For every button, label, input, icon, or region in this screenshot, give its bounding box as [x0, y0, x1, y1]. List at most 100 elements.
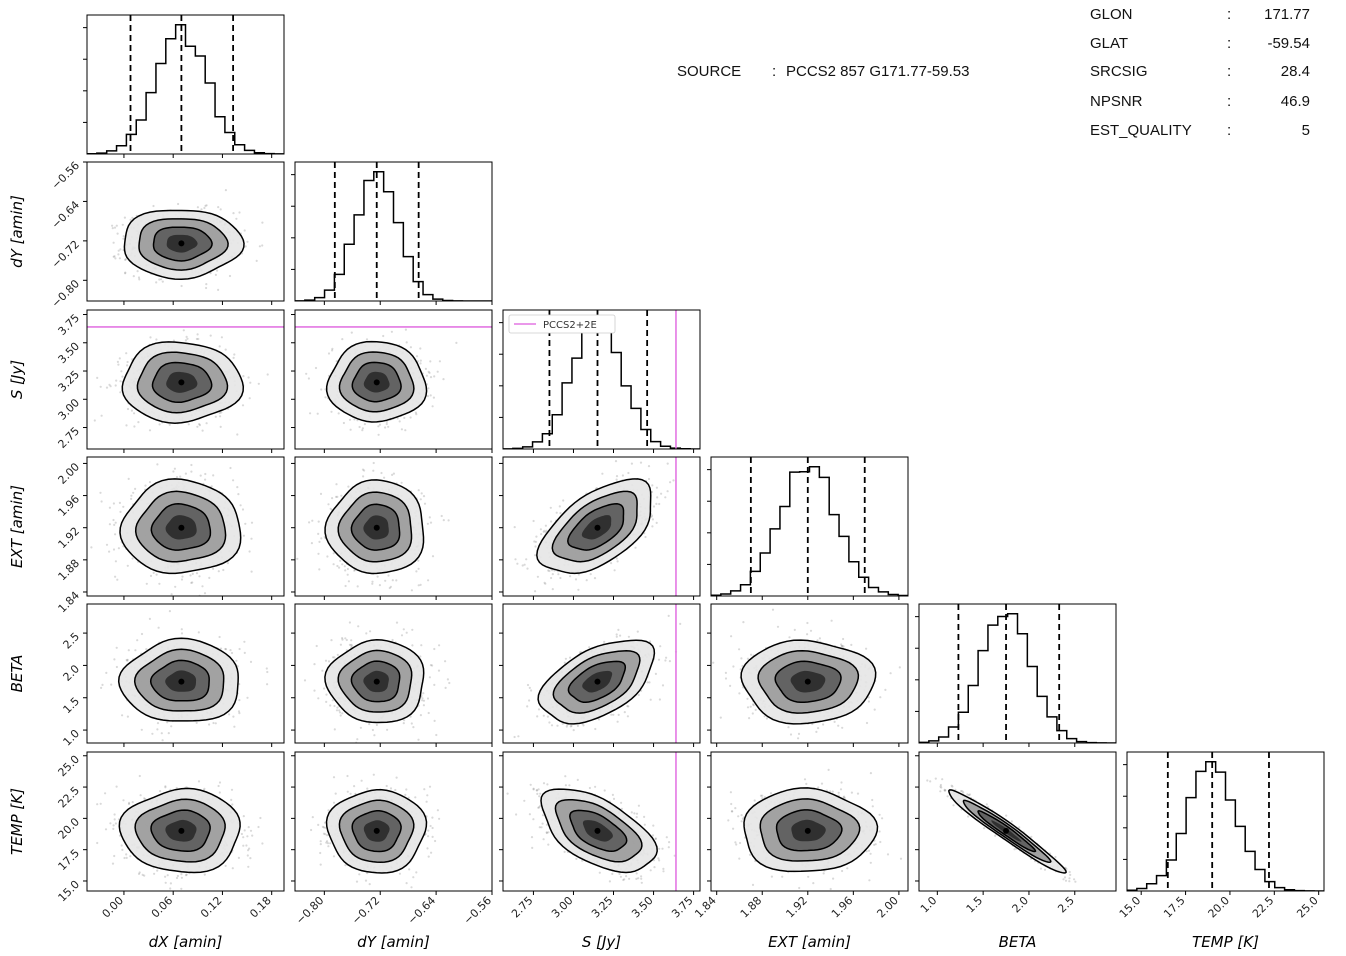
- panel-s-vs-s: PCCS2+2E: [499, 309, 701, 453]
- panel-frame: [502, 603, 701, 744]
- panel-ext-vs-dy: [291, 456, 493, 600]
- density-peak: [178, 678, 185, 685]
- x-tick-label-s: 3.00: [549, 894, 576, 921]
- legend-label: PCCS2+2E: [543, 320, 597, 331]
- panel-frame: [710, 751, 909, 892]
- contour-1-ext-vs-s: [567, 503, 625, 551]
- panel-frame: [502, 309, 701, 450]
- panel-dx-vs-dx: [83, 14, 285, 158]
- panel-frame: [294, 456, 493, 597]
- x-axis-label-ext: EXT [amin]: [768, 933, 851, 951]
- info-value-srcsig: 28.4: [1280, 63, 1310, 80]
- contour-1-ext-vs-dy: [350, 503, 401, 551]
- panel-temp-vs-temp: 15.0 17.5 20.0 22.5 25.0 TEMP [K]: [1117, 751, 1325, 951]
- x-tick-label-beta: 2.0: [1010, 894, 1032, 916]
- contour-3-ext-vs-dy: [324, 479, 425, 575]
- density-peak: [178, 379, 185, 386]
- contour-3-temp-vs-dx: [118, 787, 241, 874]
- panel-temp-vs-s: 2.75 3.00 3.25 3.50 3.75 S [Jy]: [499, 751, 701, 951]
- x-tick-label-ext: 1.92: [783, 894, 810, 921]
- y-tick-label-beta: 1.0: [61, 727, 83, 749]
- panel-beta-vs-s: [499, 603, 701, 747]
- density-peak: [594, 678, 601, 685]
- panel-frame: [1126, 751, 1325, 892]
- panel-frame: [86, 161, 285, 302]
- contour-2-s-vs-dy: [338, 351, 415, 413]
- contour-3-dy-vs-dx: [123, 209, 245, 281]
- density-peak: [804, 827, 811, 834]
- y-axis-label-dy: dY [amin]: [8, 195, 26, 268]
- panel-beta-vs-ext: [707, 603, 909, 747]
- info-label-srcsig: SRCSIG: [1090, 63, 1148, 80]
- x-tick-label-temp: 22.5: [1250, 894, 1277, 921]
- y-tick-label-beta: 1.5: [61, 695, 83, 717]
- y-tick-label-temp: 15.0: [56, 878, 83, 905]
- y-tick-label-dy: −0.72: [49, 238, 82, 271]
- contour-2-beta-vs-ext: [757, 649, 860, 714]
- x-axis-label-s: S [Jy]: [582, 933, 621, 951]
- reference-legend: PCCS2+2E: [508, 314, 616, 334]
- x-tick-label-dy: −0.80: [293, 894, 326, 927]
- panel-frame: [918, 751, 1117, 892]
- source-label: SOURCE: [677, 63, 742, 80]
- panel-temp-vs-dy: −0.80 −0.72 −0.64 −0.56 dY [amin]: [291, 751, 494, 951]
- contour-3-beta-vs-dy: [324, 638, 425, 724]
- y-tick-label-ext: 1.84: [56, 589, 83, 616]
- info-value-npsnr: 46.9: [1280, 93, 1310, 110]
- panel-frame: [294, 751, 493, 892]
- panel-frame: [294, 603, 493, 744]
- density-peak: [373, 524, 380, 531]
- density-peak: [373, 678, 380, 685]
- density-peak: [594, 827, 601, 834]
- x-tick-label-s: 2.75: [509, 894, 536, 921]
- density-peak: [804, 678, 811, 685]
- y-tick-label-s: 3.00: [56, 396, 83, 423]
- x-axis-label-dx: dX [amin]: [149, 933, 223, 951]
- y-tick-label-dy: −0.56: [49, 159, 82, 192]
- x-tick-label-temp: 25.0: [1294, 894, 1321, 921]
- histogram-beta: [919, 612, 1116, 743]
- contour-2-beta-vs-dx: [133, 648, 225, 712]
- x-tick-label-temp: 15.0: [1117, 894, 1144, 921]
- y-tick-label-s: 3.50: [56, 340, 83, 367]
- info-sep-glon: :: [1227, 6, 1232, 23]
- x-tick-label-beta: 1.5: [964, 894, 986, 916]
- y-tick-label-ext: 1.88: [56, 557, 83, 584]
- panel-dy-vs-dx: −0.80 −0.72 −0.64 −0.56 dY [amin]: [8, 159, 285, 310]
- info-label-glon: GLON: [1090, 6, 1133, 23]
- y-tick-label-s: 3.75: [56, 311, 83, 338]
- x-tick-label-dx: 0.00: [100, 894, 127, 921]
- contour-1-temp-vs-dy: [351, 810, 402, 853]
- x-tick-label-temp: 17.5: [1161, 894, 1188, 921]
- density-peak: [178, 524, 185, 531]
- info-sep-est-quality: :: [1227, 122, 1232, 139]
- source-separator: :: [772, 63, 777, 80]
- contour-2-beta-vs-dy: [337, 649, 413, 713]
- contour-3-beta-vs-dx: [117, 637, 239, 722]
- x-tick-label-beta: 2.5: [1055, 894, 1077, 916]
- panel-frame: [86, 603, 285, 744]
- info-value-est-quality: 5: [1301, 122, 1310, 139]
- y-tick-label-dy: −0.80: [49, 277, 82, 310]
- contour-1-beta-vs-ext: [774, 660, 842, 704]
- y-tick-label-ext: 1.96: [56, 492, 83, 519]
- panel-s-vs-dx: 2.753.003.253.503.75 S [Jy]: [8, 309, 285, 453]
- panel-beta-vs-dx: 1.0 1.5 2.0 2.5 BETA: [8, 603, 285, 749]
- y-axis-label-beta: BETA: [8, 655, 26, 693]
- x-tick-label-ext: 2.00: [874, 894, 901, 921]
- x-tick-label-beta: 1.0: [918, 894, 940, 916]
- y-tick-label-beta: 2.0: [61, 662, 83, 684]
- x-tick-label-temp: 20.0: [1206, 894, 1233, 921]
- contour-2-ext-vs-s: [551, 490, 638, 563]
- panel-beta-vs-dy: [291, 603, 493, 747]
- contour-1-temp-vs-beta: [977, 810, 1037, 853]
- density-peak: [594, 524, 601, 531]
- contour-2-beta-vs-s: [552, 650, 641, 714]
- panel-temp-vs-beta: 1.0 1.5 2.0 2.5 BETA: [915, 751, 1117, 951]
- contour-3-beta-vs-ext: [740, 639, 877, 725]
- panel-frame: [86, 751, 285, 892]
- info-sep-glat: :: [1227, 35, 1232, 52]
- density-peak: [178, 827, 185, 834]
- y-tick-label-s: 3.25: [56, 368, 83, 395]
